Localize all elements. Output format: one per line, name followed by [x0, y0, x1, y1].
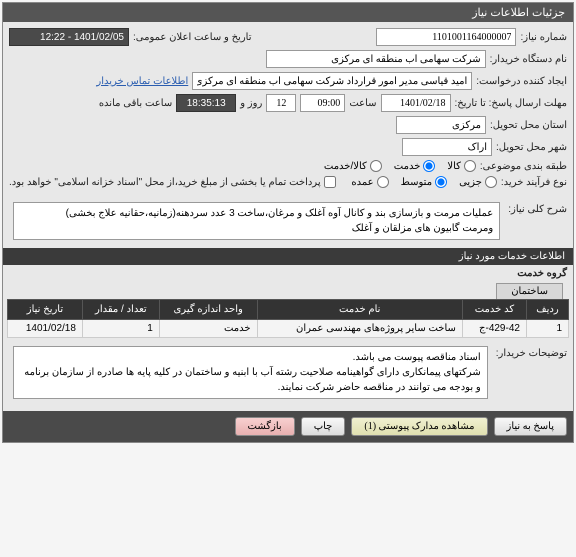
cell-qty: 1 [82, 320, 159, 338]
radio-motevasset[interactable]: متوسط [401, 176, 447, 188]
cell-n: 1 [526, 320, 568, 338]
back-button[interactable]: بازگشت [235, 417, 295, 436]
province-field[interactable] [396, 116, 486, 134]
cell-code: 429-42-ج [462, 320, 526, 338]
radio-jozi-label: جزیی [459, 177, 482, 188]
requester-field[interactable] [192, 72, 472, 90]
deadline-label: مهلت ارسال پاسخ: تا تاریخ: [455, 98, 567, 109]
org-field[interactable] [266, 50, 486, 68]
payment-checkbox[interactable] [324, 176, 336, 188]
days-label: روز و [240, 98, 262, 109]
cell-unit: خدمت [159, 320, 257, 338]
deadline-time-field[interactable] [300, 94, 345, 112]
category-radio-group: کالا خدمت کالا/خدمت [324, 160, 476, 172]
payment-check-label: پرداخت تمام یا بخشی از مبلغ خرید،از محل … [9, 177, 321, 188]
radio-khedmat-label: خدمت [394, 161, 421, 172]
attachments-button[interactable]: مشاهده مدارک پیوستی (1) [351, 417, 487, 436]
desc-line2: ومرمت گابیون های مزلقان و آغلک [20, 221, 493, 236]
print-button[interactable]: چاپ [301, 417, 346, 436]
respond-button[interactable]: پاسخ به نیاز [494, 417, 568, 436]
category-label: طبقه بندی موضوعی: [480, 161, 567, 172]
cell-name: ساخت سایر پروژه‌های مهندسی عمران [257, 320, 462, 338]
city-field[interactable] [402, 138, 492, 156]
col-name: نام خدمت [257, 300, 462, 320]
description-box: عملیات مرمت و بازسازی بند و کانال آوه آغ… [13, 202, 500, 240]
col-row: ردیف [526, 300, 568, 320]
radio-both[interactable]: کالا/خدمت [324, 160, 382, 172]
radio-motevasset-label: متوسط [401, 177, 432, 188]
purchase-type-label: نوع فرآیند خرید: [501, 177, 567, 188]
col-code: کد خدمت [462, 300, 526, 320]
buyer-notes-label: توضیحات خریدار: [496, 342, 567, 359]
time-left-field [176, 94, 236, 112]
announce-date-field [9, 28, 129, 46]
announce-label: تاریخ و ساعت اعلان عمومی: [133, 32, 252, 43]
need-number-field[interactable] [376, 28, 516, 46]
col-qty: تعداد / مقدار [82, 300, 159, 320]
radio-both-label: کالا/خدمت [324, 161, 367, 172]
table-header-row: ردیف کد خدمت نام خدمت واحد اندازه گیری ت… [8, 300, 569, 320]
deadline-date-field[interactable] [381, 94, 451, 112]
remain-label: ساعت باقی مانده [99, 98, 172, 109]
main-panel: جزئیات اطلاعات نیاز شماره نیاز: تاریخ و … [2, 2, 574, 443]
radio-omde[interactable]: عمده [351, 176, 388, 188]
table-row[interactable]: 1 429-42-ج ساخت سایر پروژه‌های مهندسی عم… [8, 320, 569, 338]
desc-line1: عملیات مرمت و بازسازی بند و کانال آوه آغ… [20, 206, 493, 221]
buyer-notes-line1: اسناد مناقصه پیوست می باشد. [20, 350, 481, 365]
radio-kala-label: کالا [447, 161, 461, 172]
radio-kala[interactable]: کالا [447, 160, 476, 172]
purchase-radio-group: جزیی متوسط عمده [351, 176, 497, 188]
group-label: گروه خدمت [517, 268, 567, 279]
services-section-title: اطلاعات خدمات مورد نیاز [3, 248, 573, 265]
buyer-notes-line2: شرکتهای پیمانکاری دارای گواهینامه صلاحیت… [20, 365, 481, 395]
radio-khedmat[interactable]: خدمت [394, 160, 436, 172]
buyer-notes-box: اسناد مناقصه پیوست می باشد. شرکتهای پیما… [13, 346, 488, 399]
province-label: استان محل تحویل: [490, 120, 567, 131]
col-unit: واحد اندازه گیری [159, 300, 257, 320]
desc-title-label: شرح کلی نیاز: [508, 198, 567, 215]
panel-title: جزئیات اطلاعات نیاز [3, 3, 573, 22]
contact-link[interactable]: اطلاعات تماس خریدار [96, 76, 188, 87]
tab-construction[interactable]: ساختمان [496, 283, 563, 299]
form-body: شماره نیاز: تاریخ و ساعت اعلان عمومی: نا… [3, 22, 573, 198]
footer-bar: پاسخ به نیاز مشاهده مدارک پیوستی (1) چاپ… [3, 411, 573, 442]
col-date: تاریخ نیاز [8, 300, 83, 320]
days-left-field [266, 94, 296, 112]
radio-omde-label: عمده [351, 177, 373, 188]
city-label: شهر محل تحویل: [496, 142, 567, 153]
requester-label: ایجاد کننده درخواست: [476, 76, 567, 87]
org-label: نام دستگاه خریدار: [490, 54, 567, 65]
payment-checkbox-item[interactable]: پرداخت تمام یا بخشی از مبلغ خرید،از محل … [9, 176, 336, 188]
cell-date: 1401/02/18 [8, 320, 83, 338]
need-number-label: شماره نیاز: [520, 32, 567, 43]
services-table: ردیف کد خدمت نام خدمت واحد اندازه گیری ت… [7, 299, 569, 338]
deadline-time-label: ساعت [349, 98, 376, 109]
radio-jozi[interactable]: جزیی [459, 176, 497, 188]
